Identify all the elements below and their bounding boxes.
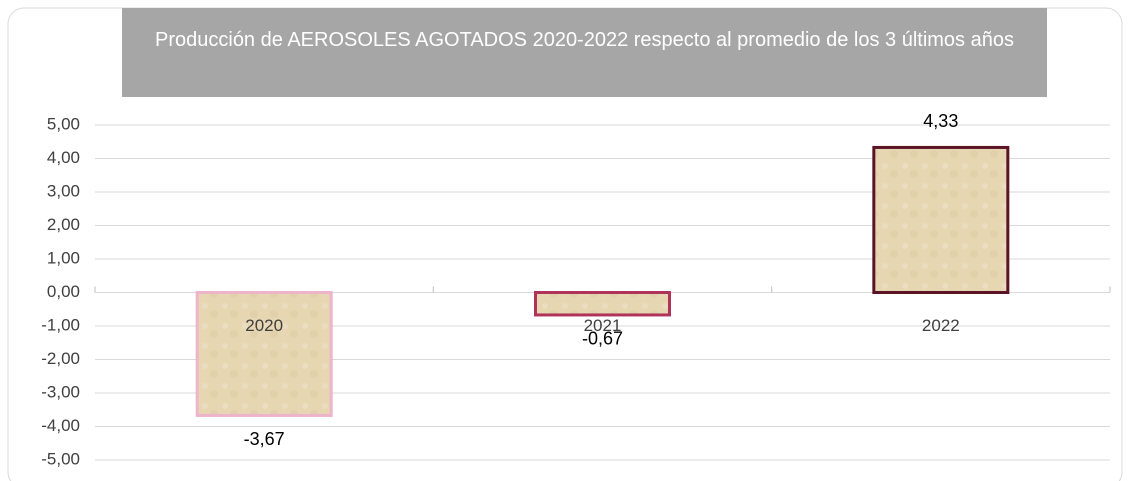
y-tick-label: 2,00 — [47, 215, 80, 234]
y-tick-label: 4,00 — [47, 148, 80, 167]
bar — [534, 291, 671, 317]
value-label: -0,67 — [582, 329, 623, 349]
y-tick-label: -2,00 — [41, 349, 80, 368]
bar — [195, 291, 333, 417]
y-tick-label: 1,00 — [47, 248, 80, 267]
y-tick-label: 3,00 — [47, 181, 80, 200]
chart-title: Producción de AEROSOLES AGOTADOS 2020-20… — [122, 8, 1047, 97]
x-tick-label: 2021 — [584, 316, 622, 335]
bar — [872, 145, 1010, 294]
y-tick-label: -3,00 — [41, 382, 80, 401]
value-label: 4,33 — [923, 111, 958, 131]
x-tick-label: 2020 — [245, 316, 283, 335]
y-tick-label: 0,00 — [47, 282, 80, 301]
y-tick-label: -5,00 — [41, 449, 80, 468]
y-tick-label: -1,00 — [41, 315, 80, 334]
y-tick-label: -4,00 — [41, 416, 80, 435]
x-tick-label: 2022 — [922, 316, 960, 335]
y-tick-label: 5,00 — [47, 114, 80, 133]
value-label: -3,67 — [244, 429, 285, 449]
